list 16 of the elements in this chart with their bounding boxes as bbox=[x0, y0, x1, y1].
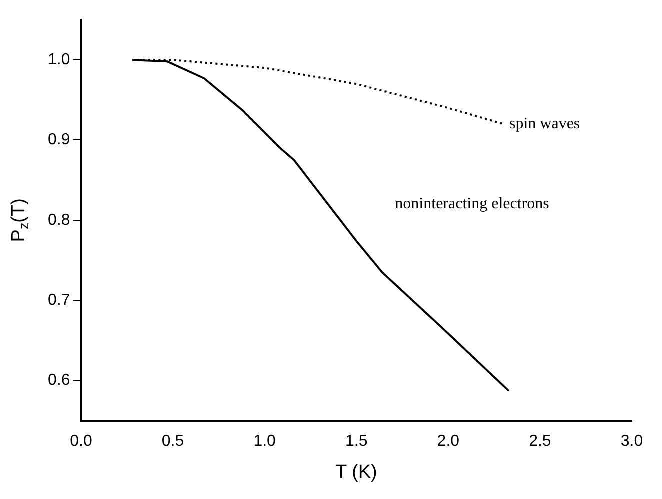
x-tick-label: 1.0 bbox=[254, 432, 276, 450]
x-tick-label: 2.5 bbox=[529, 432, 552, 450]
annotation: spin waves bbox=[509, 115, 580, 132]
y-tick-label: 0.7 bbox=[48, 292, 70, 309]
x-tick-label: 1.5 bbox=[345, 432, 368, 450]
y-axis-title: Pz(T) bbox=[8, 198, 32, 242]
x-tick-label: 3.0 bbox=[620, 432, 644, 450]
y-tick-label: 1.0 bbox=[48, 51, 70, 68]
x-tick-label: 0.5 bbox=[162, 432, 184, 450]
x-tick-label: 0.0 bbox=[70, 432, 92, 450]
y-tick-label: 0.8 bbox=[48, 212, 70, 229]
x-tick-label: 2.0 bbox=[437, 432, 460, 450]
y-tick-label: 0.9 bbox=[48, 132, 70, 149]
y-tick-label: 0.6 bbox=[48, 372, 70, 390]
annotation: noninteracting electrons bbox=[395, 196, 550, 213]
x-axis-title: T (K) bbox=[336, 462, 378, 484]
